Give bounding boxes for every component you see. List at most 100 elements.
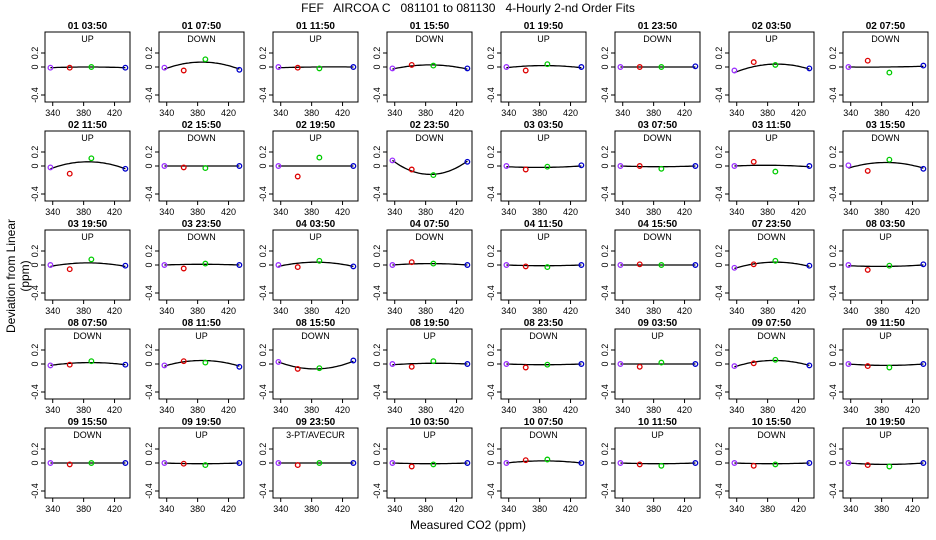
- y-tick-label: 0: [258, 64, 268, 69]
- panel-title: 08 23:50: [524, 318, 564, 329]
- panel-36: 10 03:50 UP 340 380 420 -0.4 0 0.2: [372, 417, 473, 514]
- x-tick-label: 420: [791, 306, 806, 316]
- y-tick-label: 0: [258, 262, 268, 267]
- data-point: [544, 163, 551, 170]
- y-tick-label: 0.2: [828, 245, 838, 258]
- x-tick-label: 340: [729, 306, 744, 316]
- y-tick-label: 0.2: [30, 245, 40, 258]
- panel-direction-label: UP: [423, 331, 436, 341]
- data-point: [806, 65, 813, 72]
- y-tick-label: 0: [828, 262, 838, 267]
- y-tick-label: 0: [372, 64, 382, 69]
- x-tick-label: 340: [501, 207, 516, 217]
- fit-curve: [734, 261, 810, 270]
- panel-6: 01 23:50 DOWN 340 380 420 -0.4 0 0.2: [600, 21, 701, 118]
- y-tick-label: 0: [30, 64, 40, 69]
- y-tick-label: 0: [144, 262, 154, 267]
- x-tick-label: 420: [791, 207, 806, 217]
- x-tick-label: 380: [874, 207, 889, 217]
- x-tick-label: 420: [449, 207, 464, 217]
- data-point: [636, 64, 643, 70]
- x-tick-label: 340: [615, 108, 630, 118]
- data-point: [503, 262, 510, 268]
- x-tick-label: 380: [646, 306, 661, 316]
- panel-direction-label: UP: [195, 430, 208, 440]
- panel-title: 01 11:50: [296, 21, 335, 32]
- y-tick-label: 0: [714, 163, 724, 168]
- data-point: [47, 362, 54, 369]
- y-tick-label: -0.4: [30, 384, 40, 400]
- x-tick-label: 420: [677, 504, 692, 514]
- panel-direction-label: UP: [537, 232, 550, 242]
- x-tick-label: 420: [905, 405, 920, 415]
- x-tick-label: 420: [221, 207, 236, 217]
- x-tick-label: 380: [532, 504, 547, 514]
- panel-32: 09 11:50 UP 340 380 420 -0.4 0 0.2: [828, 318, 929, 415]
- panel-4: 01 15:50 DOWN 340 380 420 -0.4 0 0.2: [372, 21, 473, 118]
- y-tick-label: 0.2: [30, 47, 40, 60]
- x-tick-label: 420: [107, 207, 122, 217]
- data-point: [66, 361, 73, 368]
- panel-direction-label: DOWN: [187, 232, 216, 242]
- y-tick-label: -0.4: [30, 483, 40, 499]
- x-tick-label: 420: [449, 405, 464, 415]
- y-tick-label: -0.4: [372, 483, 382, 499]
- y-tick-label: 0.2: [258, 47, 268, 60]
- y-tick-label: -0.4: [486, 384, 496, 400]
- y-tick-label: 0: [486, 64, 496, 69]
- data-point: [316, 460, 323, 466]
- data-point: [692, 163, 699, 169]
- x-tick-label: 420: [107, 108, 122, 118]
- panel-title: 10 07:50: [524, 417, 564, 428]
- data-point: [731, 460, 738, 466]
- data-point: [161, 460, 168, 466]
- data-point: [294, 264, 301, 271]
- x-tick-label: 380: [76, 405, 91, 415]
- data-point: [66, 64, 73, 71]
- x-tick-label: 380: [76, 306, 91, 316]
- y-tick-label: 0.2: [828, 146, 838, 159]
- data-point: [772, 461, 779, 468]
- y-tick-label: -0.4: [144, 483, 154, 499]
- x-tick-label: 420: [221, 108, 236, 118]
- x-tick-label: 380: [418, 108, 433, 118]
- x-tick-label: 420: [221, 306, 236, 316]
- fit-curve: [848, 363, 924, 367]
- fit-curve: [848, 65, 924, 68]
- x-tick-label: 420: [335, 306, 350, 316]
- x-tick-label: 340: [45, 405, 60, 415]
- data-point: [692, 460, 699, 466]
- x-tick-label: 380: [874, 405, 889, 415]
- x-tick-label: 420: [107, 405, 122, 415]
- x-tick-label: 420: [563, 108, 578, 118]
- y-tick-label: -0.4: [372, 384, 382, 400]
- data-point: [806, 163, 813, 169]
- panel-title: 10 03:50: [410, 417, 450, 428]
- y-tick-label: 0: [828, 361, 838, 366]
- fit-curve: [50, 262, 126, 268]
- x-tick-label: 380: [646, 504, 661, 514]
- panel-14: 03 07:50 DOWN 340 380 420 -0.4 0 0.2: [600, 120, 701, 217]
- x-tick-label: 420: [449, 504, 464, 514]
- x-tick-label: 380: [532, 207, 547, 217]
- panel-direction-label: DOWN: [643, 133, 672, 143]
- data-point: [350, 357, 357, 364]
- panel-13: 03 03:50 UP 340 380 420 -0.4 0 0.2: [486, 120, 587, 217]
- data-point: [503, 460, 510, 466]
- data-point: [430, 172, 437, 179]
- y-tick-label: 0.2: [714, 344, 724, 357]
- y-tick-label: -0.4: [600, 483, 610, 499]
- data-point: [88, 64, 95, 70]
- x-tick-label: 420: [335, 207, 350, 217]
- y-tick-label: 0.2: [714, 443, 724, 456]
- panel-direction-label: DOWN: [187, 133, 216, 143]
- x-tick-label: 340: [843, 207, 858, 217]
- panel-35: 09 23:50 3-PT/AVECUR 340 380 420 -0.4 0 0.2: [258, 417, 359, 514]
- data-point: [522, 67, 529, 74]
- y-tick-label: -0.4: [828, 285, 838, 301]
- y-tick-label: 0: [258, 163, 268, 168]
- panel-title: 01 07:50: [182, 21, 222, 32]
- panel-40: 10 19:50 UP 340 380 420 -0.4 0 0.2: [828, 417, 929, 514]
- data-point: [294, 64, 301, 71]
- panel-title: 10 15:50: [752, 417, 792, 428]
